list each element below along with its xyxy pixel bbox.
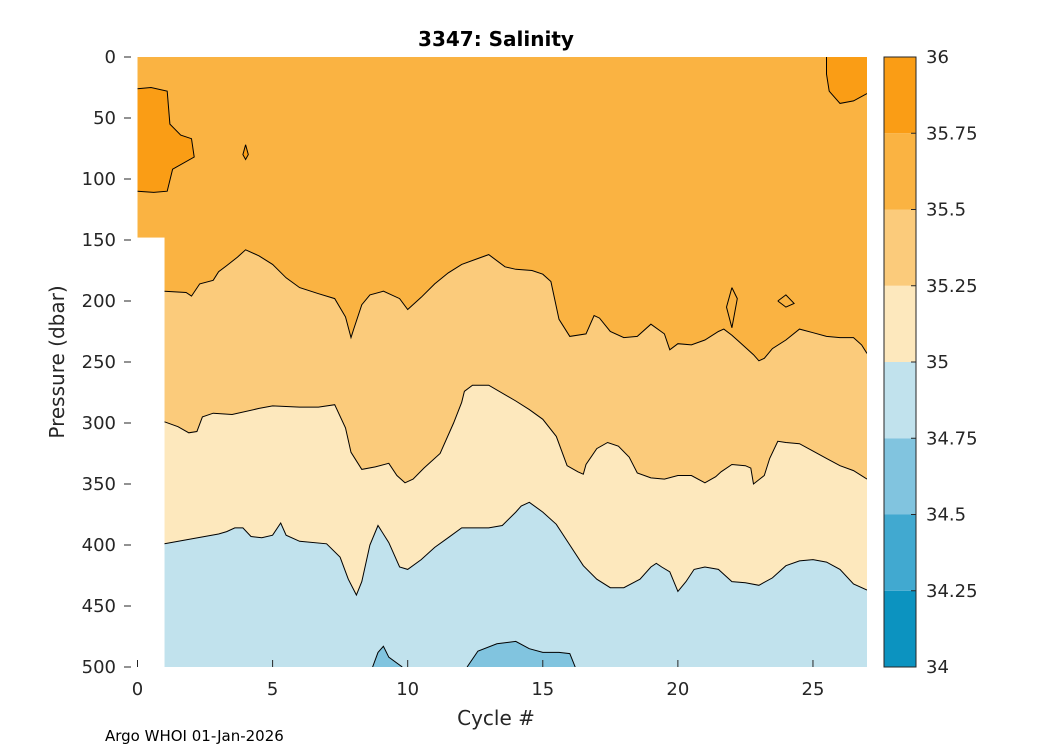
contour-35-50-line: [164, 249, 867, 362]
contour-35-75-upper-left-line: [137, 86, 195, 193]
colorbar-tick-label: 35.5: [926, 200, 966, 221]
x-tick-label: 10: [396, 679, 419, 700]
x-tick-label: 0: [132, 679, 143, 700]
colorbar-band: [884, 590, 916, 667]
colorbar-band: [884, 285, 916, 362]
y-tick-label: 150: [82, 230, 116, 251]
region-35-75-upper-right: [826, 57, 867, 104]
colorbar-band: [884, 514, 916, 591]
y-tick-label: 200: [82, 291, 116, 312]
colorbar-tick-label: 34.25: [926, 581, 978, 602]
colorbar-tick-label: 34.75: [926, 428, 978, 449]
footer-credit: Argo WHOI 01-Jan-2026: [105, 727, 284, 745]
colorbar-band: [884, 133, 916, 210]
colorbar-tick-label: 35: [926, 352, 949, 373]
x-tick-label: 15: [531, 679, 554, 700]
contour-35-75-small-island-line: [242, 144, 249, 161]
colorbar: 34 34.25 34.5 34.75 35 35.25 35.5 35.75 36: [883, 47, 978, 678]
contour-34-75-bump-14-line: [466, 640, 576, 667]
plot-area-fill: [136, 57, 867, 667]
contour-35-50-island-24-line: [777, 294, 795, 308]
contour-35-75-upper-right-line: [826, 57, 867, 104]
colorbar-tick-label: 34: [926, 657, 949, 678]
region-35-75-small-island: [242, 144, 249, 160]
colorbar-band: [884, 362, 916, 439]
y-tick-label: 450: [82, 596, 116, 617]
y-axis-title: Pressure (dbar): [45, 285, 69, 438]
colorbar-band: [884, 438, 916, 515]
region-34-75-bump-14: [467, 641, 576, 667]
colorbar-tick-label: 36: [926, 47, 949, 68]
y-tick-label: 0: [105, 47, 116, 68]
region-35-75-upper-left: [137, 87, 195, 193]
y-tick-label: 350: [82, 474, 116, 495]
no-data-region: [136, 237, 165, 667]
colorbar-tick-label: 35.25: [926, 276, 978, 297]
y-tick-label: 50: [93, 108, 116, 129]
colorbar-tick-label: 35.75: [926, 123, 978, 144]
y-tick-label: 300: [82, 413, 116, 434]
x-tick-label: 20: [666, 679, 689, 700]
y-tick-label: 400: [82, 535, 116, 556]
chart-title: 3347: Salinity: [418, 27, 574, 51]
band-35-00-below: [164, 502, 867, 667]
colorbar-band: [884, 209, 916, 286]
x-axis-title: Cycle #: [457, 706, 535, 730]
colorbar-band: [884, 57, 916, 134]
colorbar-tick-label: 34.5: [926, 505, 966, 526]
contour-lines: [137, 57, 867, 667]
contour-34-75-bump-9-line: [372, 645, 403, 667]
contour-35-25-line: [164, 384, 867, 485]
x-tick-label: 5: [267, 679, 278, 700]
x-tick-label: 25: [802, 679, 825, 700]
y-tick-label: 250: [82, 352, 116, 373]
contour-35-50-island-22-line: [725, 287, 738, 328]
y-tick-label: 500: [82, 657, 116, 678]
contour-35-00-line: [164, 501, 867, 597]
y-tick-label: 100: [82, 169, 116, 190]
